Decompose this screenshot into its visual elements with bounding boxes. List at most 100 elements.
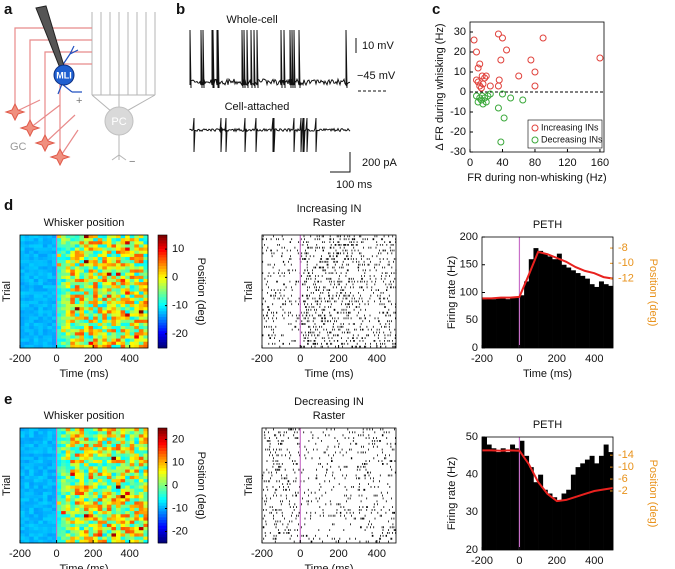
heatmap-cell xyxy=(20,269,25,273)
heatmap-cell xyxy=(24,507,30,512)
heatmap-cell xyxy=(88,488,94,493)
heatmap-cell xyxy=(33,304,39,308)
heatmap-cell xyxy=(88,253,94,258)
point xyxy=(527,56,535,64)
heatmap-cell xyxy=(65,456,71,461)
heatmap-cell xyxy=(88,450,94,454)
heatmap-cell xyxy=(93,253,99,258)
heatmap-cell xyxy=(42,469,48,474)
heatmap-cell xyxy=(47,241,53,245)
heatmap-cell xyxy=(129,307,135,311)
heatmap-cell xyxy=(38,504,44,509)
heatmap-cell xyxy=(129,344,135,349)
heatmap-cell xyxy=(65,428,71,432)
heatmap-cell xyxy=(134,250,140,255)
heatmap-cell xyxy=(29,520,35,525)
colorbar-cell xyxy=(158,453,167,458)
bar xyxy=(505,452,511,550)
heatmap-cell xyxy=(116,456,121,461)
heatmap-cell xyxy=(138,294,144,299)
colorbar-cell xyxy=(158,280,167,284)
heatmap-cell xyxy=(125,335,131,339)
heatmap-cell xyxy=(38,475,44,480)
colorbar-cell xyxy=(158,439,167,443)
heatmap-cell xyxy=(111,488,117,493)
heatmap-cell xyxy=(24,491,30,496)
heatmap-cell xyxy=(42,488,48,493)
heatmap-cell xyxy=(97,282,103,286)
heatmap-cell xyxy=(24,294,30,299)
heatmap-cell xyxy=(134,498,140,502)
heatmap-cell xyxy=(97,344,103,349)
heatmap-cell xyxy=(56,250,62,255)
heatmap-cell xyxy=(52,260,57,264)
heatmap-cell xyxy=(20,272,25,277)
heatmap-cell xyxy=(102,322,108,327)
heatmap-cell xyxy=(134,491,140,496)
heatmap-cell xyxy=(52,463,57,467)
heatmap-cell xyxy=(106,322,112,327)
heatmap-cell xyxy=(20,300,25,305)
heatmap-cell xyxy=(143,459,149,464)
heatmap-cell xyxy=(29,434,35,438)
heatmap-cell xyxy=(52,269,57,273)
heatmap-cell xyxy=(38,316,44,321)
heatmap-cell xyxy=(38,472,44,477)
heatmap-cell xyxy=(56,310,62,314)
bar xyxy=(598,281,604,348)
heatmap-cell xyxy=(84,256,89,261)
heatmap-cell xyxy=(143,260,149,264)
heatmap-cell xyxy=(61,275,67,280)
heatmap-cell xyxy=(74,235,80,239)
heatmap-cell xyxy=(93,459,99,464)
heatmap-cell xyxy=(143,511,149,515)
heatmap-cell xyxy=(106,344,112,349)
heatmap-cell xyxy=(42,530,48,534)
heatmap-cell xyxy=(88,504,94,509)
heatmap-cell xyxy=(102,269,108,273)
heatmap-cell xyxy=(20,275,25,280)
heatmap-cell xyxy=(111,523,117,528)
heatmap-cell xyxy=(143,472,149,477)
heatmap-cell xyxy=(42,539,48,544)
heatmap-cell xyxy=(33,329,39,333)
heatmap-cell xyxy=(88,319,94,324)
heatmap-cell xyxy=(70,520,76,525)
heatmap-cell xyxy=(116,297,121,302)
heatmap-cell xyxy=(134,447,140,451)
heatmap-cell xyxy=(138,338,144,343)
heatmap-cell xyxy=(61,272,67,277)
heatmap-cell xyxy=(42,256,48,261)
heatmap-cell xyxy=(138,453,144,458)
heatmap-cell xyxy=(29,294,35,299)
heatmap-cell xyxy=(106,269,112,273)
heatmap-cell xyxy=(42,250,48,255)
heatmap-cell xyxy=(52,498,57,502)
heatmap-cell xyxy=(125,463,131,467)
bar xyxy=(598,455,604,550)
heatmap-cell xyxy=(116,269,121,273)
bar xyxy=(519,440,525,550)
heatmap-cell xyxy=(88,269,94,273)
heatmap-cell xyxy=(56,501,62,505)
heatmap-cell xyxy=(20,517,25,521)
heatmap-cell xyxy=(65,440,71,445)
heatmap-cell xyxy=(102,313,108,317)
heatmap-cell xyxy=(33,491,39,496)
x-tick-label: 200 xyxy=(84,353,102,365)
heatmap-cell xyxy=(97,322,103,327)
heatmap-cell xyxy=(47,530,53,534)
heatmap-cell xyxy=(33,341,39,346)
heatmap-cell xyxy=(102,466,108,470)
y-tick-label: 20 xyxy=(454,46,466,58)
heatmap-cell xyxy=(88,485,94,489)
heatmap-cell xyxy=(111,511,117,515)
heatmap-cell xyxy=(116,329,121,333)
heatmap-cell xyxy=(38,307,44,311)
heatmap-cell xyxy=(125,307,131,311)
heatmap-cell xyxy=(29,523,35,528)
heatmap-cell xyxy=(93,300,99,305)
heatmap-cell xyxy=(20,514,25,518)
heatmap-cell xyxy=(33,244,39,248)
heatmap-cell xyxy=(143,256,149,261)
